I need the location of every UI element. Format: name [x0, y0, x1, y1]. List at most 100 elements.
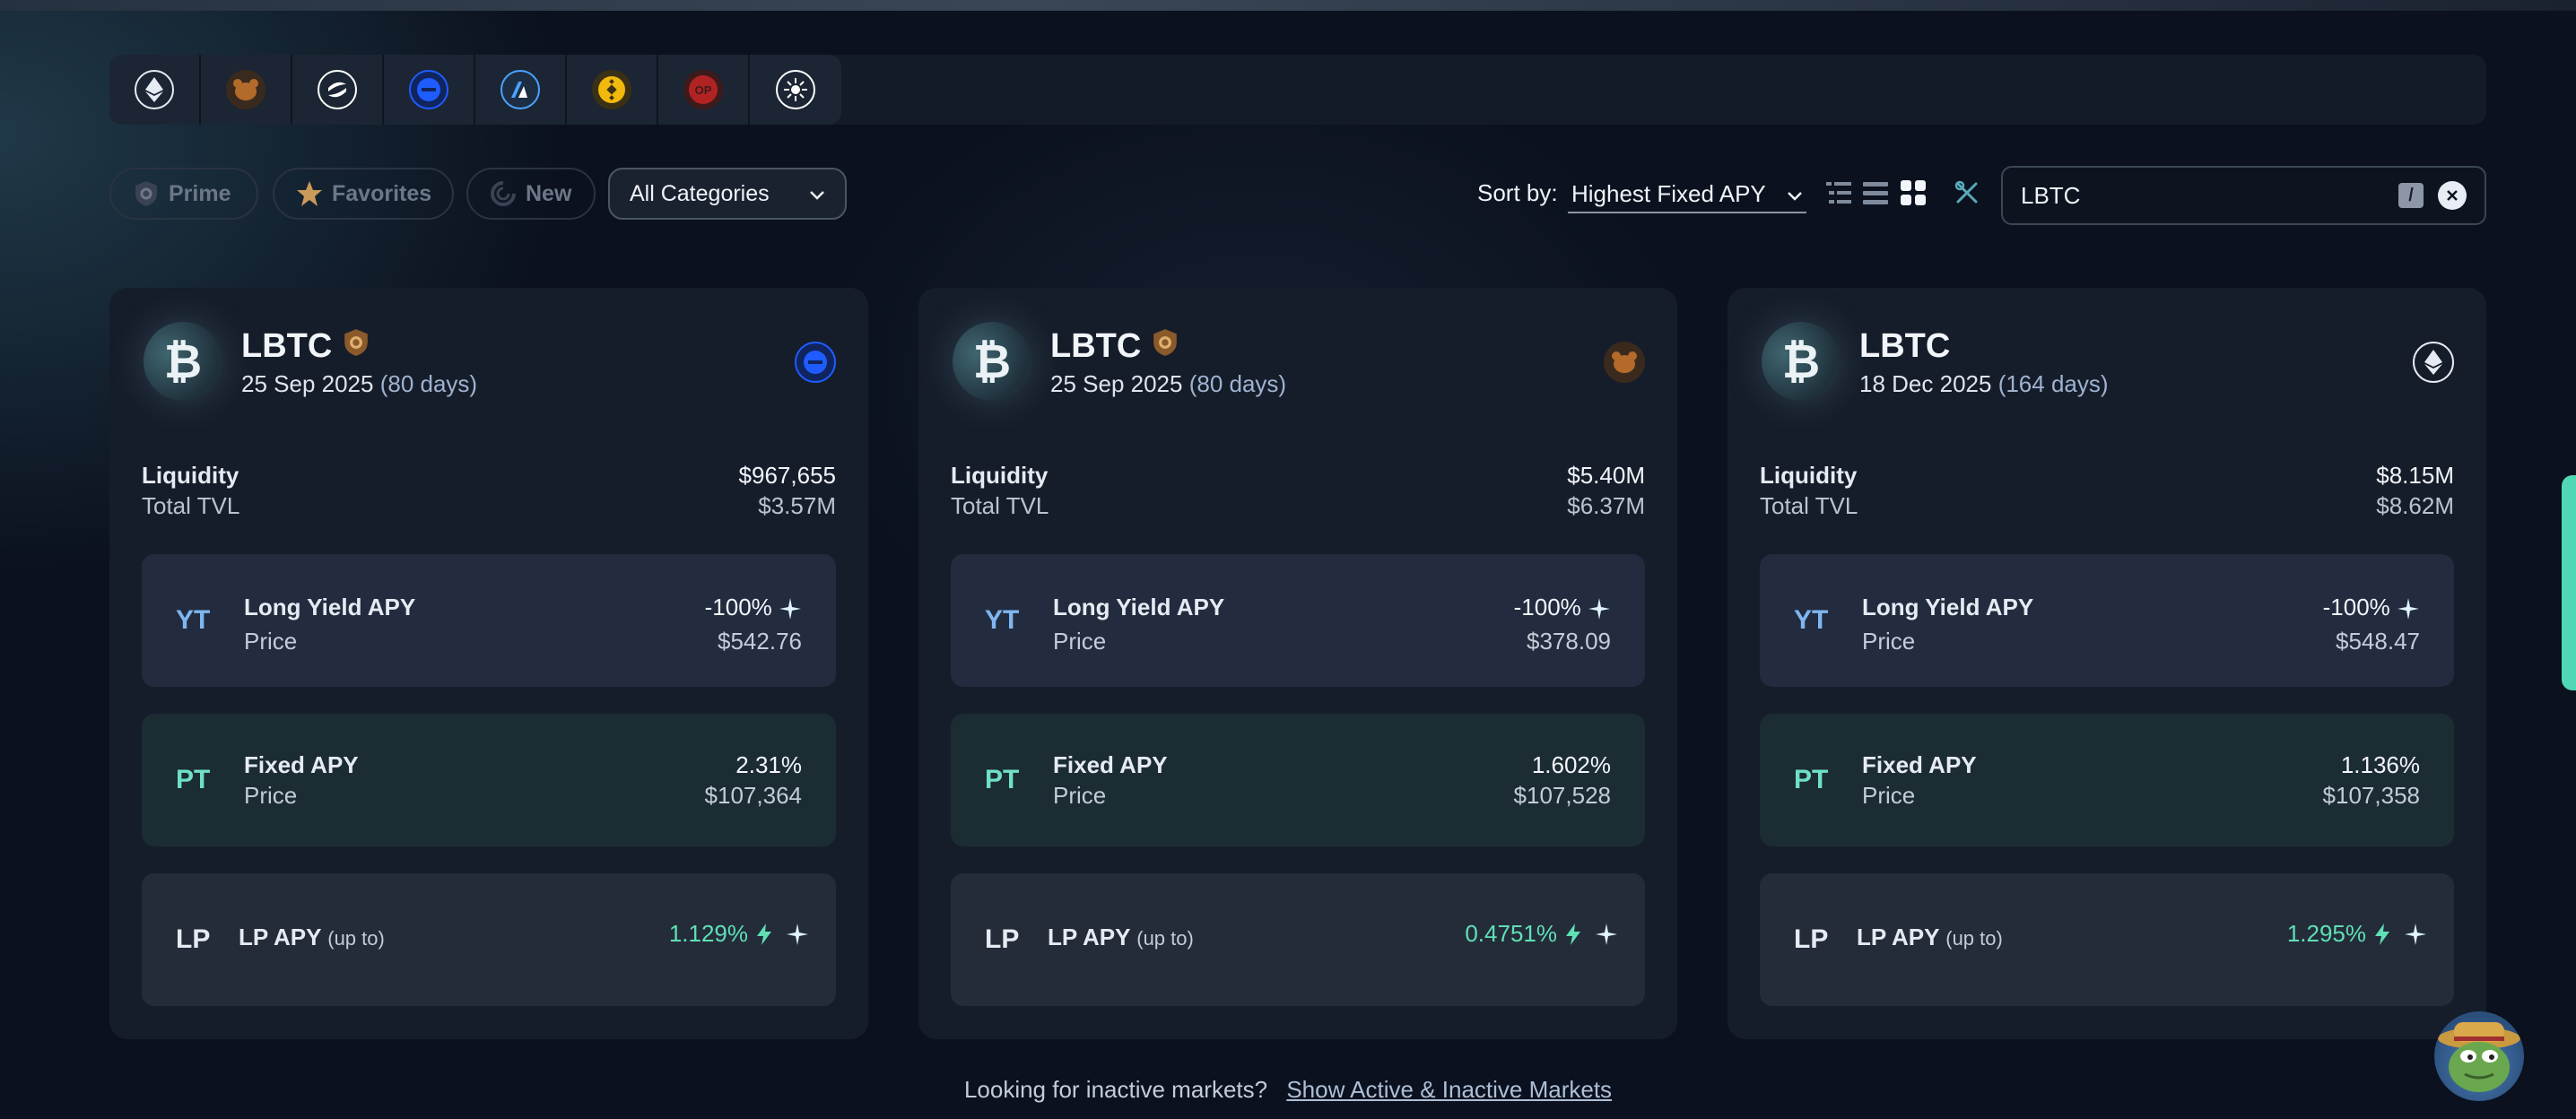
- search-value: LBTC: [2021, 181, 2081, 209]
- pt-label: Fixed APY: [244, 751, 359, 778]
- liquidity-value: $8.15M: [2376, 462, 2454, 489]
- lp-sublabel: (up to): [1945, 927, 2003, 950]
- pt-apy: 1.602%: [1531, 751, 1611, 778]
- list-view-icon[interactable]: [1824, 178, 1853, 207]
- sunburst-icon: [776, 70, 815, 109]
- liquidity-values: $8.15M $8.62M: [2376, 460, 2454, 521]
- tvl-label: Total TVL: [142, 492, 240, 519]
- maturity-date: 25 Sep 2025 (80 days): [241, 370, 477, 398]
- lp-label: LP APY: [1857, 924, 1940, 950]
- base-icon: [409, 70, 448, 109]
- chain-optimism[interactable]: OP: [658, 55, 750, 125]
- liquidity-labels: Liquidity Total TVL: [142, 460, 239, 521]
- chevron-down-icon: [1787, 180, 1803, 208]
- sort-dropdown[interactable]: Highest Fixed APY: [1568, 176, 1806, 213]
- yt-tag: YT: [176, 605, 211, 635]
- chain-base[interactable]: [384, 55, 475, 125]
- yt-box[interactable]: YT Long Yield APY Price -100% $378.09: [951, 554, 1645, 687]
- arbitrum-icon: [500, 70, 540, 109]
- pt-box[interactable]: PT Fixed APY Price 1.602% $107,528: [951, 714, 1645, 846]
- market-card[interactable]: ₿ LBTC 25 Sep 2025 (80 days) Liquidity T…: [109, 288, 868, 1039]
- yt-apy: -100%: [704, 594, 772, 620]
- liquidity-label: Liquidity: [951, 462, 1049, 489]
- side-panel-handle[interactable]: [2562, 475, 2576, 690]
- liquidity-value: $967,655: [738, 462, 836, 489]
- berachain-icon: [226, 70, 265, 109]
- lp-sublabel: (up to): [327, 927, 385, 950]
- chain-ethereum[interactable]: [109, 55, 201, 125]
- chain-arbitrum[interactable]: [475, 55, 567, 125]
- market-card[interactable]: ₿ LBTC 25 Sep 2025 (80 days) Liquidity T…: [918, 288, 1677, 1039]
- sparkle-icon: [786, 923, 809, 946]
- inactive-markets-footer: Looking for inactive markets? Show Activ…: [0, 1076, 2576, 1104]
- lp-tag: LP: [985, 924, 1020, 954]
- prime-shield-icon: [343, 327, 370, 366]
- liquidity-label: Liquidity: [142, 462, 239, 489]
- ethereum-icon: [135, 70, 174, 109]
- svg-text:₿: ₿: [164, 336, 202, 386]
- sparkle-icon: [779, 597, 802, 620]
- clear-search-icon[interactable]: [2438, 181, 2467, 210]
- footer-text: Looking for inactive markets?: [963, 1076, 1268, 1103]
- maturity-date-text: 25 Sep 2025: [1050, 370, 1183, 397]
- lp-box[interactable]: LP LP APY (up to) 0.4751%: [951, 873, 1645, 1006]
- pt-price-label: Price: [1053, 782, 1107, 809]
- liquidity-values: $967,655 $3.57M: [739, 460, 836, 521]
- bitcoin-icon: ₿: [953, 322, 1031, 401]
- market-name: LBTC: [241, 327, 370, 366]
- lp-label: LP APY: [1048, 924, 1131, 950]
- yt-price: $542.76: [718, 628, 802, 655]
- market-card[interactable]: ₿ LBTC 18 Dec 2025 (164 days) Liquidity …: [1727, 288, 2486, 1039]
- pt-price: $107,528: [1513, 782, 1611, 809]
- pt-label: Fixed APY: [1862, 751, 1977, 778]
- yt-price: $548.47: [2336, 628, 2420, 655]
- chain-list: OP: [109, 55, 841, 125]
- sparkle-icon: [1595, 923, 1618, 946]
- optimism-icon: OP: [683, 70, 723, 109]
- chain-berachain[interactable]: [201, 55, 292, 125]
- yt-tag: YT: [1794, 605, 1829, 635]
- sonic-icon: [318, 70, 357, 109]
- chevron-down-icon: [809, 181, 825, 207]
- chain-sunburst[interactable]: [750, 55, 841, 125]
- base-icon: [795, 342, 836, 383]
- tvl-label: Total TVL: [1760, 492, 1858, 519]
- search-input[interactable]: LBTC /: [2001, 166, 2486, 225]
- market-name: LBTC: [1859, 327, 1950, 366]
- shield-icon: [133, 180, 160, 207]
- bitcoin-icon: ₿: [144, 322, 222, 401]
- show-inactive-markets-link[interactable]: Show Active & Inactive Markets: [1286, 1076, 1613, 1103]
- bitcoin-icon: ₿: [1762, 322, 1841, 401]
- maturity-date: 18 Dec 2025 (164 days): [1859, 370, 2109, 398]
- days-remaining: (164 days): [1997, 370, 2109, 397]
- pt-price: $107,364: [704, 782, 802, 809]
- table-view-icon[interactable]: [1861, 178, 1890, 207]
- tools-icon[interactable]: [1953, 178, 1981, 207]
- prime-filter-button[interactable]: Prime: [109, 168, 258, 220]
- top-strip: [0, 0, 2576, 11]
- yt-box[interactable]: YT Long Yield APY Price -100% $548.47: [1760, 554, 2454, 687]
- pt-label: Fixed APY: [1053, 751, 1168, 778]
- bnb-icon: [592, 70, 631, 109]
- assistant-avatar[interactable]: [2434, 1011, 2524, 1101]
- category-dropdown[interactable]: All Categories: [608, 168, 847, 220]
- yt-box[interactable]: YT Long Yield APY Price -100% $542.76: [142, 554, 836, 687]
- pt-box[interactable]: PT Fixed APY Price 1.136% $107,358: [1760, 714, 2454, 846]
- chain-sonic[interactable]: [292, 55, 384, 125]
- category-value: All Categories: [630, 180, 770, 206]
- tvl-value: $3.57M: [758, 492, 836, 519]
- favorites-filter-button[interactable]: Favorites: [273, 168, 454, 220]
- tvl-value: $6.37M: [1567, 492, 1645, 519]
- pt-box[interactable]: PT Fixed APY Price 2.31% $107,364: [142, 714, 836, 846]
- lp-box[interactable]: LP LP APY (up to) 1.129%: [142, 873, 836, 1006]
- grid-view-icon[interactable]: [1899, 178, 1928, 207]
- days-remaining: (80 days): [1188, 370, 1287, 397]
- maturity-date-text: 25 Sep 2025: [241, 370, 374, 397]
- sort-label: Sort by:: [1477, 179, 1558, 206]
- new-filter-button[interactable]: New: [466, 168, 596, 220]
- lp-box[interactable]: LP LP APY (up to) 1.295%: [1760, 873, 2454, 1006]
- prime-shield-icon: [1152, 327, 1179, 366]
- days-remaining: (80 days): [379, 370, 478, 397]
- chain-bnb[interactable]: [567, 55, 658, 125]
- pt-tag: PT: [1794, 765, 1829, 794]
